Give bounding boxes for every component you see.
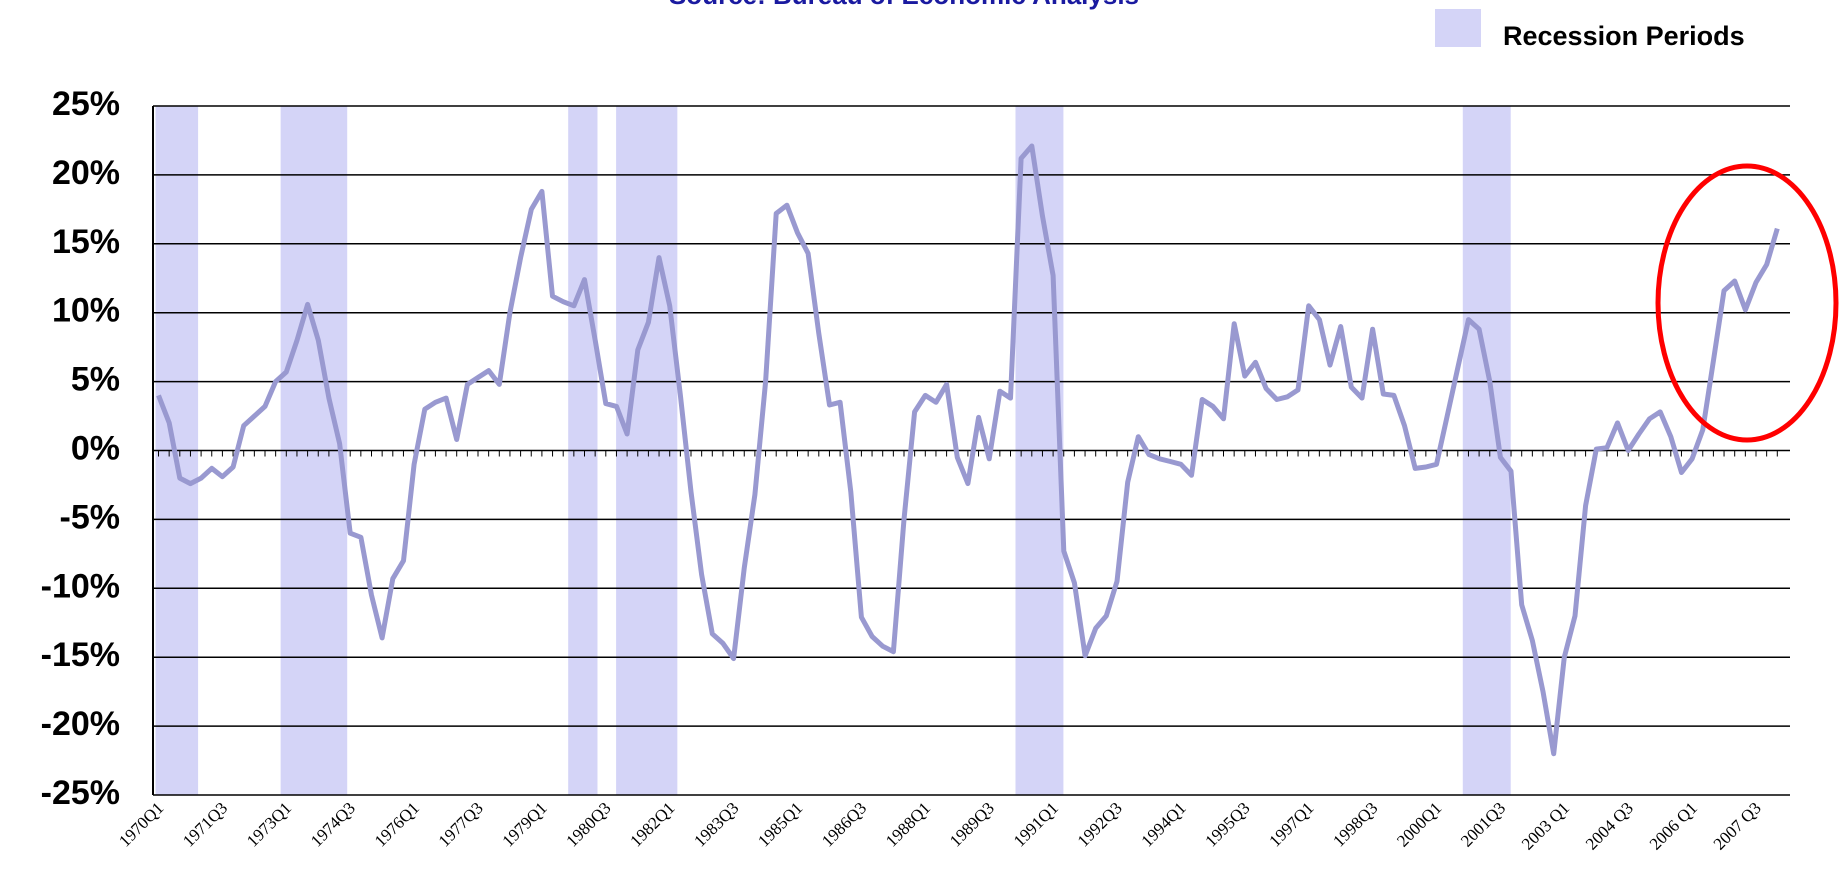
data-line: [156, 143, 1780, 757]
x-tick-label: 1988Q1: [882, 798, 934, 850]
x-tick-label: 2001Q3: [1457, 798, 1509, 850]
x-tick-label: 1991Q1: [1010, 798, 1062, 850]
y-tick-label: -15%: [41, 636, 120, 674]
x-tick-label: 1974Q3: [307, 798, 359, 850]
x-tick-label: 1994Q1: [1138, 798, 1190, 850]
x-tick-label: 2000Q1: [1393, 798, 1445, 850]
x-tick-label: 1982Q1: [626, 798, 678, 850]
y-tick-label: 15%: [52, 223, 120, 261]
legend-label: Recession Periods: [1503, 21, 1745, 51]
x-tick-label: 1989Q3: [946, 798, 998, 850]
x-tick-label: 1997Q1: [1265, 798, 1317, 850]
x-tick-label: 2007 Q3: [1710, 798, 1765, 853]
legend-swatch: [1435, 9, 1481, 47]
y-tick-label: 20%: [52, 154, 120, 192]
x-tick-label: 1977Q3: [435, 798, 487, 850]
y-tick-label: -5%: [60, 498, 120, 536]
x-tick-label: 1973Q1: [243, 798, 295, 850]
x-tick-label: 1983Q3: [690, 798, 742, 850]
x-tick-label: 1986Q3: [818, 798, 870, 850]
y-tick-label: -25%: [41, 774, 120, 812]
y-tick-label: -20%: [41, 705, 120, 743]
y-tick-label: 5%: [71, 361, 120, 399]
chart-title: Source: Bureau of Economic Analysis: [669, 0, 1139, 10]
x-tick-label: 1992Q3: [1074, 798, 1126, 850]
x-tick-label: 1976Q1: [371, 798, 423, 850]
x-tick-label: 2006 Q1: [1646, 798, 1701, 853]
y-tick-label: -10%: [41, 567, 120, 605]
x-tick-label: 1971Q3: [179, 798, 231, 850]
x-tick-label: 2004 Q3: [1582, 798, 1637, 853]
x-tick-label: 1970Q1: [115, 798, 167, 850]
x-tick-label: 2003 Q1: [1518, 798, 1573, 853]
x-tick-label: 1998Q3: [1329, 798, 1381, 850]
y-tick-label: 0%: [71, 429, 120, 467]
x-tick-label: 1985Q1: [754, 798, 806, 850]
highlight-ellipse: [1655, 163, 1839, 443]
x-tick-label: 1995Q3: [1201, 798, 1253, 850]
x-tick-label: 1979Q1: [499, 798, 551, 850]
y-tick-label: 10%: [52, 292, 120, 330]
x-tick-label: 1980Q3: [562, 798, 614, 850]
y-tick-label: 25%: [52, 85, 120, 123]
